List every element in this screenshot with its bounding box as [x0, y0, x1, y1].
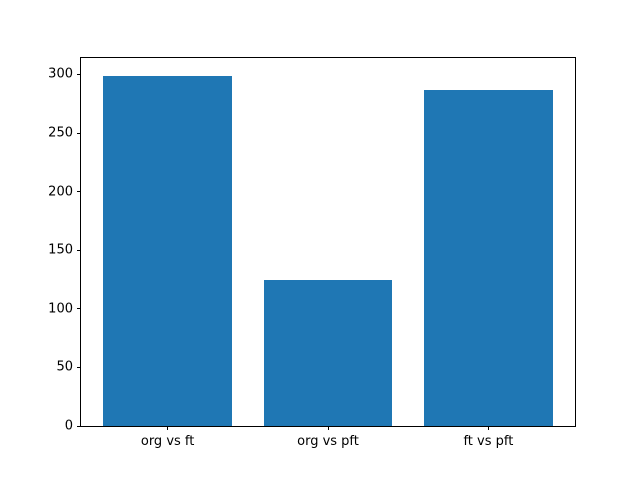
y-tick-label: 100 [48, 301, 73, 317]
y-tick-mark [77, 191, 81, 193]
y-tick-label: 50 [56, 359, 73, 375]
x-tick-mark [167, 426, 169, 430]
y-tick-label: 0 [64, 418, 73, 434]
y-tick-label: 200 [48, 184, 73, 200]
y-tick-mark [77, 132, 81, 134]
bar-ft-vs-pft [424, 89, 553, 426]
y-tick-mark [77, 308, 81, 310]
y-tick-label: 250 [48, 125, 73, 141]
y-tick-mark [77, 73, 81, 75]
y-tick-label: 300 [48, 66, 73, 82]
y-tick-label: 150 [48, 242, 73, 258]
y-tick-mark [77, 249, 81, 251]
x-tick-label: ft vs pft [463, 434, 514, 449]
x-tick-mark [487, 426, 489, 430]
bar-org-vs-ft [103, 75, 232, 426]
plot-area: 0 50 100 150 200 250 300 org vs ft org vs pft ft … [48, 57, 576, 448]
x-tick-label: org vs pft [297, 434, 359, 449]
bar-org-vs-pft [263, 279, 393, 426]
x-tick-mark [327, 426, 329, 430]
y-tick-mark [77, 366, 81, 368]
x-tick-label: org vs ft [140, 434, 195, 449]
y-tick-mark [77, 425, 81, 427]
